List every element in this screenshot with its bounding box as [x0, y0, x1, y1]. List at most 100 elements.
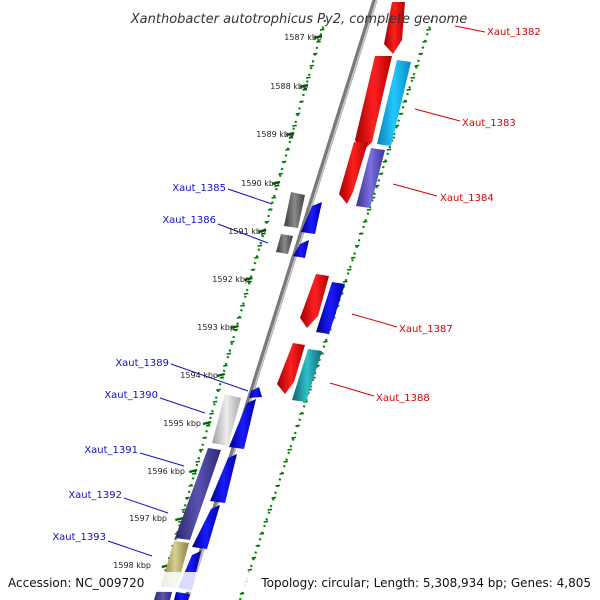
- gene-tail-purple[interactable]: [154, 590, 172, 600]
- minor-tick: [279, 472, 285, 475]
- minor-tick: [312, 52, 318, 55]
- minor-tick: [316, 40, 321, 43]
- minor-tick: [382, 160, 388, 163]
- gene-xaut-1385-gray[interactable]: [284, 192, 305, 228]
- gene-xaut-1382[interactable]: [384, 2, 405, 54]
- kbp-tick: [188, 468, 198, 474]
- gene-label-xaut-1390[interactable]: Xaut_1390: [104, 390, 158, 401]
- gene-tail-blue[interactable]: [174, 592, 190, 600]
- gene-xaut-1389[interactable]: [249, 387, 262, 398]
- gene-xaut-1391-blue[interactable]: [210, 454, 237, 503]
- kbp-label: 1593 kbp: [197, 323, 235, 332]
- minor-tick: [257, 244, 263, 247]
- minor-tick: [378, 172, 384, 175]
- gene-xaut-1388-red[interactable]: [277, 343, 305, 394]
- kbp-tick: [230, 324, 239, 330]
- gene-label-xaut-1382[interactable]: Xaut_1382: [487, 27, 541, 38]
- gene-label-xaut-1386[interactable]: Xaut_1386: [162, 215, 216, 226]
- kbp-tick: [257, 228, 267, 234]
- minor-tick: [406, 88, 412, 91]
- gene-xaut-1385-blue[interactable]: [301, 202, 322, 234]
- minor-tick: [410, 76, 416, 79]
- minor-tick: [342, 280, 348, 283]
- minor-tick: [219, 376, 225, 379]
- gene-label-xaut-1383[interactable]: Xaut_1383: [462, 118, 516, 129]
- gene-label-xaut-1387[interactable]: Xaut_1387: [399, 324, 453, 335]
- minor-tick: [195, 460, 201, 463]
- minor-tick: [418, 52, 424, 55]
- gene-xaut-1384-red[interactable]: [339, 142, 368, 204]
- gene-xaut-1390-blue[interactable]: [229, 399, 256, 449]
- kbp-label: 1590 kbp: [241, 179, 279, 188]
- kbp-label: 1587 kbp: [284, 33, 322, 42]
- gene-label-xaut-1393[interactable]: Xaut_1393: [52, 532, 106, 543]
- minor-tick: [226, 352, 232, 355]
- accession-text: Accession: NC_009720: [8, 576, 144, 590]
- footer-background: [0, 572, 600, 592]
- minor-tick: [261, 232, 266, 235]
- minor-tick: [295, 424, 300, 427]
- minor-tick: [254, 256, 259, 259]
- minor-tick: [191, 472, 197, 475]
- minor-tick: [198, 448, 204, 451]
- gene-xaut-1392-blue[interactable]: [192, 505, 220, 549]
- minor-tick: [259, 532, 265, 535]
- kbp-tick: [244, 276, 253, 282]
- minor-tick: [319, 28, 325, 31]
- gene-label-xaut-1385[interactable]: Xaut_1385: [172, 183, 226, 194]
- minor-tick: [267, 508, 273, 511]
- minor-tick: [185, 496, 190, 499]
- gene-xaut-1386-gray[interactable]: [276, 234, 293, 254]
- gene-label-xaut-1392[interactable]: Xaut_1392: [68, 490, 122, 501]
- kbp-tick: [313, 34, 323, 40]
- minor-tick: [250, 268, 256, 271]
- minor-tick: [243, 292, 249, 295]
- gene-label-xaut-1388[interactable]: Xaut_1388: [376, 393, 430, 404]
- gene-label-xaut-1391[interactable]: Xaut_1391: [84, 445, 138, 456]
- minor-tick: [309, 64, 315, 67]
- gene-label-xaut-1384[interactable]: Xaut_1384: [440, 193, 494, 204]
- minor-tick: [263, 520, 269, 523]
- minor-tick: [291, 436, 296, 439]
- kbp-tick: [216, 372, 226, 378]
- gene-xaut-1386-blue[interactable]: [293, 240, 309, 258]
- minor-tick: [414, 64, 420, 67]
- kbp-label: 1595 kbp: [163, 419, 201, 428]
- minor-tick: [255, 544, 261, 547]
- minor-tick: [346, 268, 352, 271]
- minor-tick: [229, 340, 235, 343]
- gene-xaut-1387-blue[interactable]: [316, 282, 345, 334]
- minor-tick: [275, 484, 281, 487]
- kbp-tick: [285, 131, 295, 137]
- forward-gene-labels: Xaut_1382 Xaut_1383 Xaut_1384 Xaut_1387 …: [376, 27, 541, 404]
- gene-xaut-1388-teal[interactable]: [292, 349, 322, 402]
- kbp-tick: [202, 420, 212, 426]
- kbp-label: 1598 kbp: [113, 561, 151, 570]
- gene-xaut-1387-red[interactable]: [300, 274, 329, 328]
- minor-tick: [264, 220, 270, 223]
- minor-tick: [285, 148, 290, 151]
- minor-tick: [402, 100, 408, 103]
- kbp-label: 1594 kbp: [180, 371, 218, 380]
- gene-xaut-1384-purple[interactable]: [356, 148, 385, 208]
- gene-xaut-1390-lightgray[interactable]: [212, 394, 241, 446]
- kbp-tick: [175, 516, 184, 522]
- kbp-ticks: [161, 34, 323, 569]
- minor-tick: [216, 388, 221, 391]
- minor-tick: [354, 244, 360, 247]
- minor-tick: [292, 124, 297, 127]
- gene-xaut-1383-cyan[interactable]: [377, 60, 411, 146]
- gene-label-xaut-1389[interactable]: Xaut_1389: [115, 358, 169, 369]
- genome-summary-text: Topology: circular; Length: 5,308,934 bp…: [260, 576, 591, 590]
- minor-tick: [274, 184, 280, 187]
- kbp-label: 1589 kbp: [256, 130, 294, 139]
- gene-xaut-1383-red[interactable]: [355, 56, 392, 152]
- minor-tick: [267, 208, 273, 211]
- minor-tick: [362, 220, 368, 223]
- minor-tick: [366, 208, 372, 211]
- gene-xaut-1391-purple[interactable]: [175, 448, 221, 540]
- minor-tick: [271, 196, 277, 199]
- minor-tick: [299, 412, 304, 415]
- minor-tick: [295, 112, 301, 115]
- minor-tick: [251, 556, 257, 559]
